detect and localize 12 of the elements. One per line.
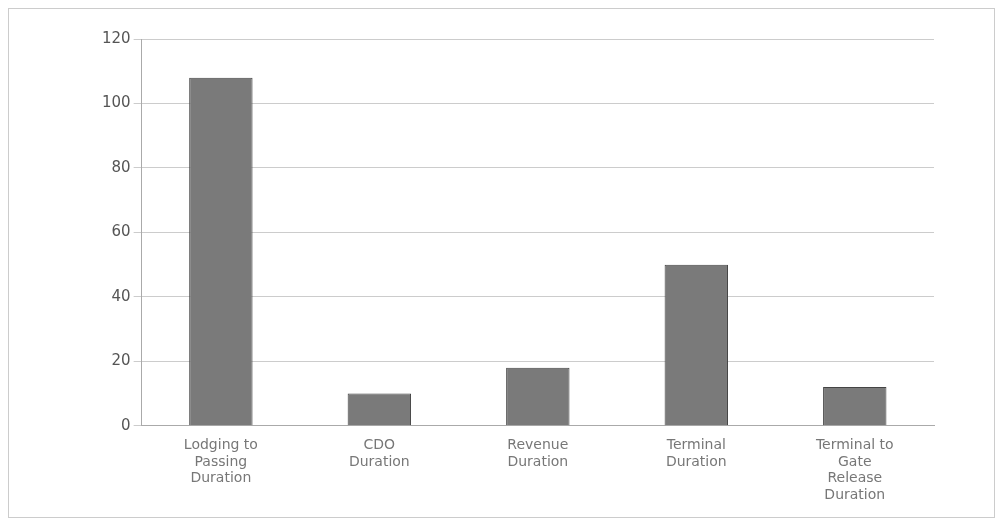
y-tick-label: 0 (121, 415, 131, 434)
x-tick-label: CDO Duration (348, 435, 410, 469)
y-tick-label: 40 (111, 286, 131, 305)
y-tick-label: 80 (111, 157, 131, 176)
x-tick-label: Revenue Duration (507, 435, 569, 469)
y-tick-label: 120 (101, 28, 131, 47)
x-tick-label: Lodging to Passing Duration (183, 435, 258, 486)
y-tick-label: 100 (101, 93, 131, 112)
x-tick-label: Terminal to Gate Release Duration (814, 435, 894, 503)
x-tick-label: Terminal Duration (665, 435, 727, 469)
y-tick-label: 20 (111, 351, 131, 370)
y-tick-label: 60 (111, 222, 131, 241)
